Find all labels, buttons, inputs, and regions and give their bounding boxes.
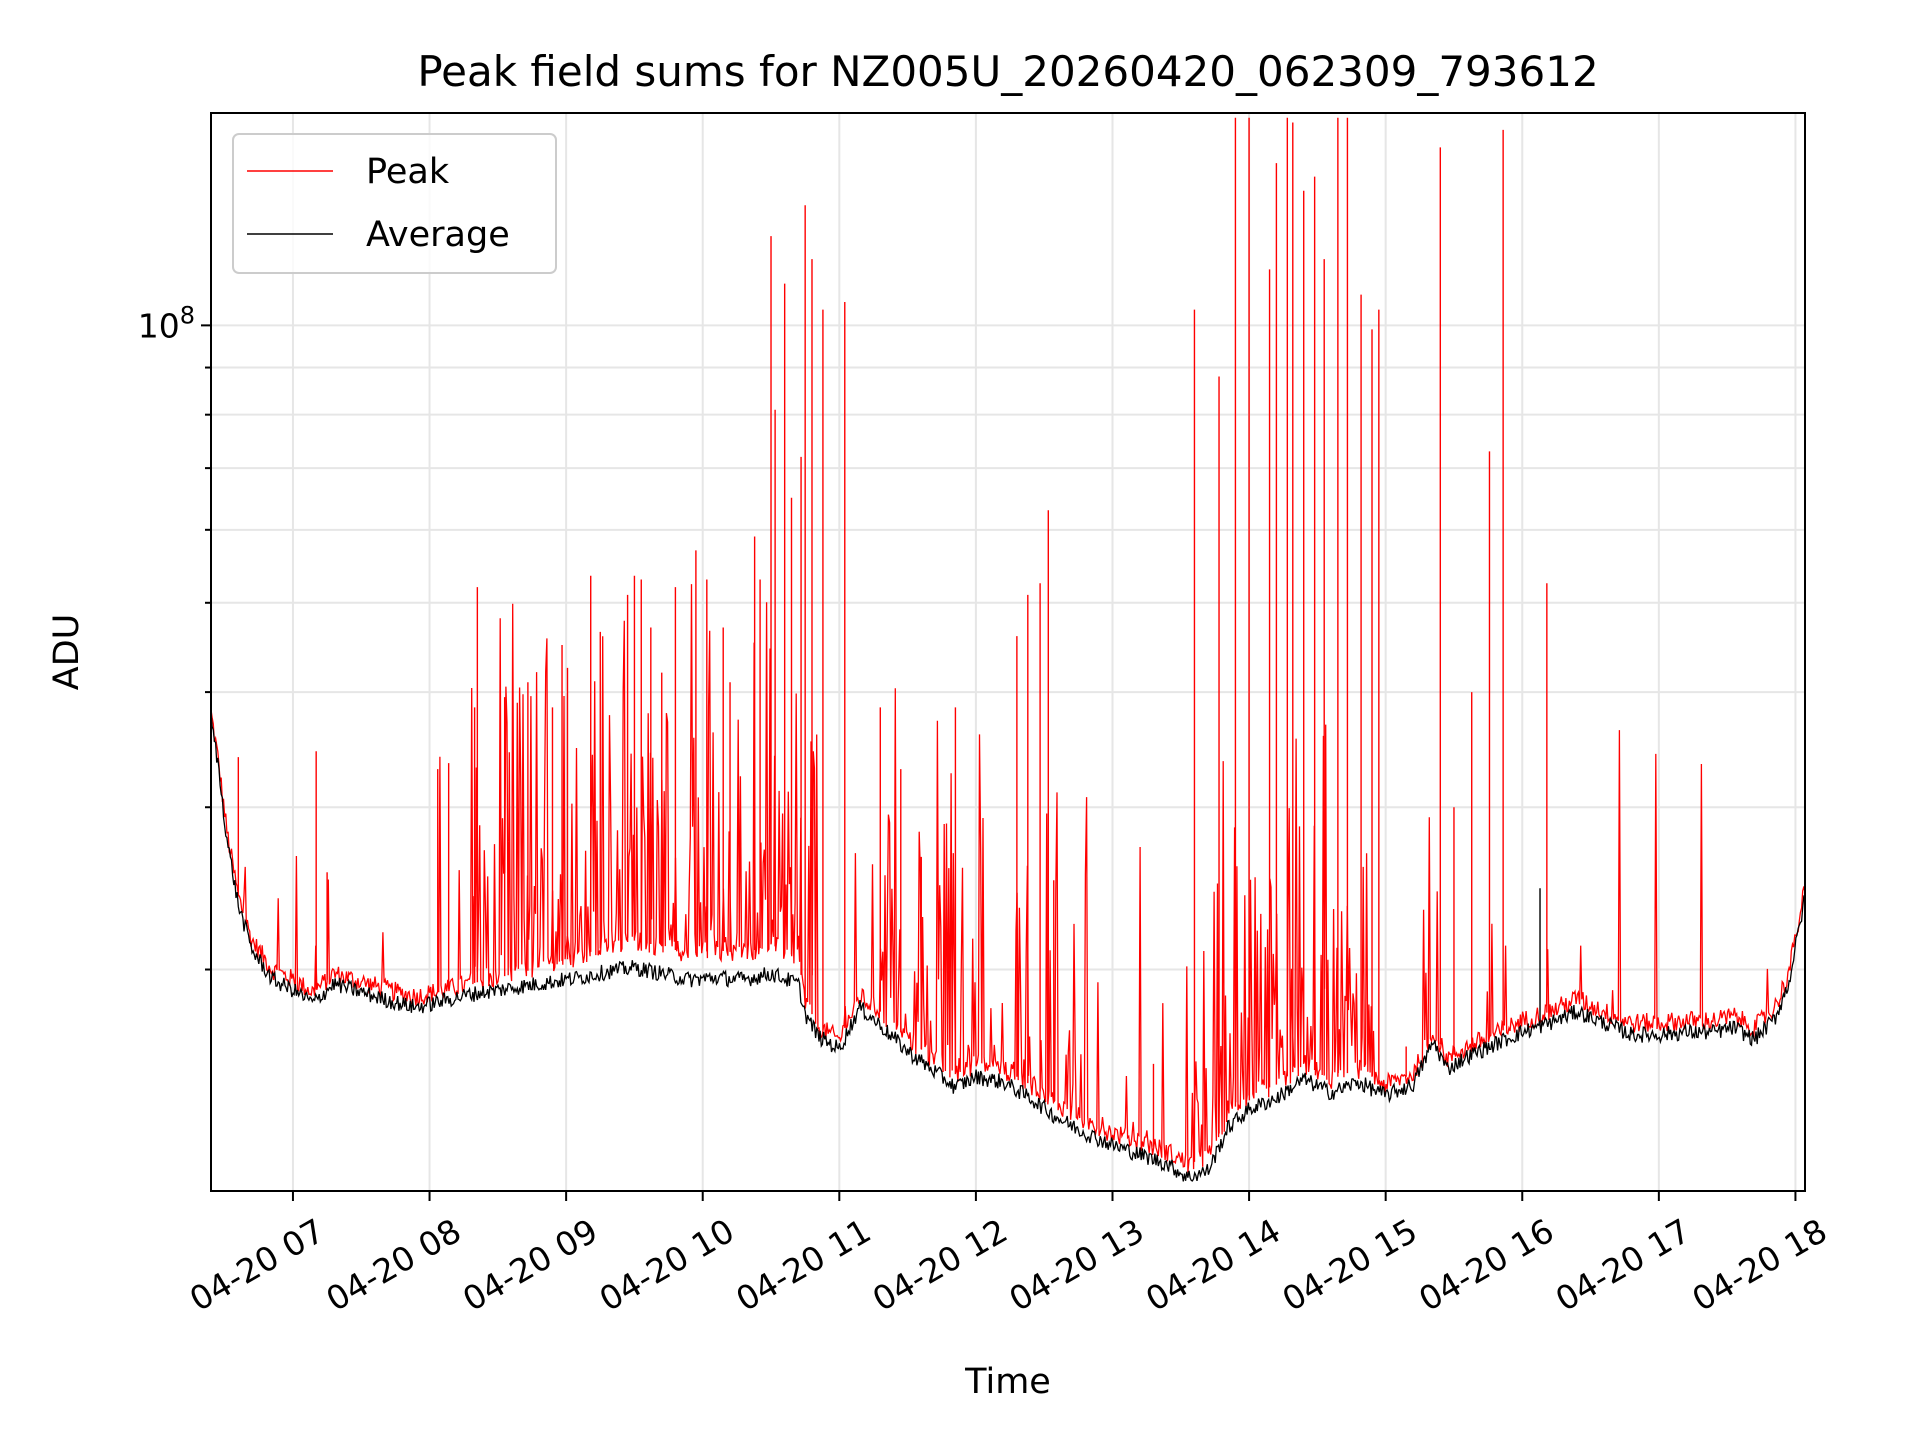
legend-box [232, 133, 557, 274]
y-axis-title: ADU [47, 614, 87, 691]
plot-frame [210, 112, 1806, 1192]
legend-label-average: Average [366, 215, 510, 255]
data-series [211, 117, 1805, 1182]
y-tick-label: 108 [138, 301, 195, 345]
legend-label-peak: Peak [366, 152, 450, 192]
plot-area [211, 117, 1805, 1182]
x-axis-title: Time [964, 1362, 1051, 1402]
legend: Peak Average [232, 133, 557, 274]
chart-title: Peak field sums for NZ005U_20260420_0623… [417, 47, 1598, 96]
